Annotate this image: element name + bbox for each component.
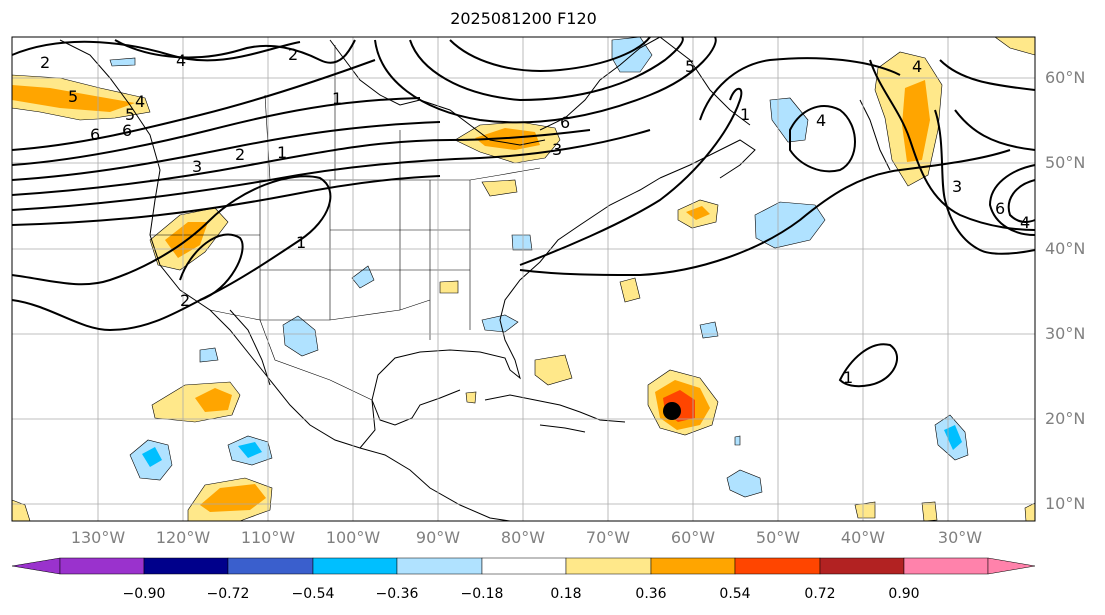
contour-label: 2 (288, 45, 298, 64)
contour-label: 6 (560, 113, 570, 132)
colorbar-segment (396, 557, 483, 575)
lon-label: 60°W (670, 528, 716, 547)
colorbar-segment (903, 557, 989, 575)
colorbar-tick-label: −0.36 (375, 586, 419, 602)
lon-label: 110°W (240, 528, 296, 547)
contour-lines (11, 36, 1036, 388)
colorbar-tick-label: 0.54 (719, 586, 751, 602)
lon-label: 90°W (415, 528, 461, 547)
lon-label: 80°W (500, 528, 546, 547)
contour-label: 4 (912, 57, 922, 76)
contour-label: 5 (685, 57, 695, 76)
contour-label: 4 (816, 111, 826, 130)
positive-anomaly-fills (11, 36, 1036, 522)
colorbar-segment (565, 557, 652, 575)
lat-label: 10°N (1045, 494, 1086, 513)
gridlines (12, 37, 1035, 521)
contour-label: 1 (277, 143, 287, 162)
colorbar-segment (650, 557, 736, 575)
colorbar-under-arrow (11, 557, 61, 575)
colorbar-tick-label: −0.54 (291, 586, 335, 602)
lon-label: 70°W (585, 528, 631, 547)
contour-label: 6 (995, 199, 1005, 218)
lat-label: 20°N (1045, 409, 1086, 428)
contour-label: 6 (90, 125, 100, 144)
contour-label: 1 (332, 89, 342, 108)
contour-label: 2 (40, 53, 50, 72)
colorbar-segment (227, 557, 314, 575)
colorbar-segment (312, 557, 398, 575)
colorbar-tick-label: 0.72 (804, 586, 836, 602)
colorbar-segment (481, 557, 567, 575)
lon-label: 30°W (937, 528, 983, 547)
contour-label: 5 (125, 105, 135, 124)
contour-label-group: 2 4 2 5 4 5 6 3 2 1 6 3 1 4 5 3 6 4 1 1 … (40, 45, 1030, 387)
contour-label: 6 (122, 121, 132, 140)
contour-label: 4 (176, 51, 186, 70)
contour-label: 1 (296, 233, 306, 252)
colorbar-tick-label: 0.18 (550, 586, 582, 602)
coastlines (59, 36, 891, 522)
colorbar-over-arrow (987, 557, 1036, 575)
lat-label: 60°N (1045, 68, 1086, 87)
contour-label: 4 (1020, 213, 1030, 232)
contour-label: 2 (180, 291, 190, 310)
lon-label: 120°W (155, 528, 211, 547)
contour-label: 3 (552, 140, 562, 159)
lat-label: 30°N (1045, 324, 1086, 343)
colorbar-tick-label: −0.18 (460, 586, 504, 602)
contour-label: 4 (135, 92, 145, 111)
political-borders (150, 45, 541, 401)
contour-label: 1 (740, 105, 750, 124)
colorbar-tick-label: −0.72 (206, 586, 250, 602)
colorbar-tick-label: 0.36 (635, 586, 667, 602)
colorbar-segment (734, 557, 821, 575)
map-background (12, 37, 1035, 521)
lon-label: 130°W (70, 528, 126, 547)
colorbar-segment (59, 557, 145, 575)
contour-label: 1 (843, 368, 853, 387)
colorbar-segment (143, 557, 229, 575)
contour-label: 2 (235, 145, 245, 164)
lat-label: 40°N (1045, 239, 1086, 258)
map-title: 2025081200 F120 (450, 9, 597, 28)
storm-center-marker (663, 402, 681, 420)
map-frame (11, 36, 1036, 522)
lon-label: 50°W (755, 528, 801, 547)
colorbar (11, 557, 1036, 575)
lon-label: 40°W (840, 528, 886, 547)
contour-label: 3 (952, 177, 962, 196)
lat-label: 50°N (1045, 153, 1086, 172)
contour-label: 3 (192, 157, 202, 176)
lon-label: 100°W (325, 528, 381, 547)
colorbar-tick-label: 0.90 (888, 586, 920, 602)
contour-label: 5 (68, 87, 78, 106)
colorbar-tick-label: −0.90 (122, 586, 166, 602)
colorbar-segment (819, 557, 905, 575)
